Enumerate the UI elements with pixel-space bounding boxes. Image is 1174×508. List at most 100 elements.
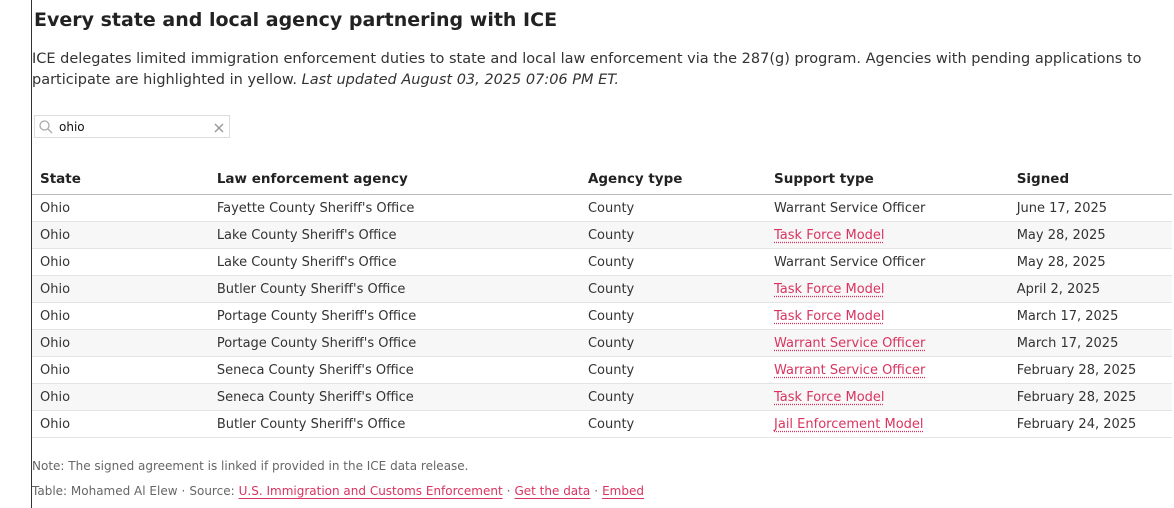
byline-text: · — [181, 484, 186, 498]
table-row: Ohio Butler County Sheriff's Office County… — [32, 410, 1172, 438]
cell-text: May 28, 2025 — [1016, 254, 1106, 270]
cell-text: Fayette County Sheriff's Office — [216, 200, 415, 216]
cell-text: Portage County Sheriff's Office — [216, 308, 417, 324]
byline-text: Table: Mohamed Al Elew — [32, 484, 178, 498]
cell-text: Ohio — [40, 227, 71, 243]
datawrapper-table: Every state and local agency partnering … — [31, 0, 1174, 508]
cell-text: May 28, 2025 — [1016, 227, 1106, 243]
cell-text: Ohio — [40, 416, 71, 432]
note: Note: The signed agreement is linked if … — [32, 459, 469, 473]
table-row: Ohio Butler County Sheriff's Office County… — [32, 275, 1172, 303]
table-cell: Warrant Service Officer — [766, 194, 1009, 222]
cell-text: Lake County Sheriff's Office — [216, 227, 397, 243]
header-row: State Law enforcement agency Agency type Su… — [32, 163, 1172, 195]
cell-text: Ohio — [40, 362, 71, 378]
table-cell: County — [579, 302, 767, 330]
agreement-link[interactable]: Warrant Service Officer — [774, 362, 926, 378]
data-table: State Law enforcement agency Agency type Su… — [32, 163, 1172, 438]
agreement-link[interactable]: Task Force Model — [774, 281, 885, 297]
cell-text: Warrant Service Officer — [774, 200, 926, 216]
cell-text: March 17, 2025 — [1016, 335, 1119, 351]
cell-text: Butler County Sheriff's Office — [216, 416, 406, 432]
table-cell: Lake County Sheriff's Office — [208, 221, 580, 249]
table-cell: February 28, 2025 — [1008, 356, 1172, 384]
table-cell: March 17, 2025 — [1008, 302, 1172, 330]
table-cell: Task Force Model — [766, 302, 1009, 330]
table-row: Ohio Seneca County Sheriff's Office County… — [32, 383, 1172, 411]
table-cell: Seneca County Sheriff's Office — [208, 383, 580, 411]
byline-text: · — [594, 484, 599, 498]
table-cell: Seneca County Sheriff's Office — [208, 356, 580, 384]
table-cell: County — [579, 275, 767, 303]
cell-text: February 24, 2025 — [1016, 416, 1137, 432]
search-value[interactable]: ohio — [59, 120, 85, 134]
last-updated: Last updated August 03, 2025 07:06 PM ET… — [301, 72, 620, 88]
table-cell: Ohio — [32, 410, 209, 438]
cell-text: Lake County Sheriff's Office — [216, 254, 397, 270]
description-text: ICE delegates limited immigration enforc… — [32, 51, 1142, 88]
clear-icon[interactable] — [213, 122, 225, 134]
cell-text: County — [587, 254, 635, 270]
title: Every state and local agency partnering … — [34, 9, 558, 31]
byline-link[interactable]: Get the data — [514, 484, 591, 498]
table-cell: May 28, 2025 — [1008, 221, 1172, 249]
table-row: Ohio Seneca County Sheriff's Office County… — [32, 356, 1172, 384]
cell-text: County — [587, 227, 635, 243]
column-header[interactable]: Agency type — [579, 163, 767, 195]
cell-text: June 17, 2025 — [1016, 200, 1108, 216]
table-cell: Ohio — [32, 194, 209, 222]
agreement-link[interactable]: Jail Enforcement Model — [774, 416, 924, 432]
table-cell: Warrant Service Officer — [766, 248, 1009, 276]
cell-text: Seneca County Sheriff's Office — [216, 362, 414, 378]
byline-text: · — [506, 484, 511, 498]
search-box[interactable]: ohio — [34, 115, 230, 138]
cell-text: Butler County Sheriff's Office — [216, 281, 406, 297]
table-cell: March 17, 2025 — [1008, 329, 1172, 357]
agreement-link[interactable]: Warrant Service Officer — [774, 335, 926, 351]
cell-text: March 17, 2025 — [1016, 308, 1119, 324]
cell-text: County — [587, 308, 635, 324]
column-header[interactable]: State — [32, 163, 209, 195]
cell-text: County — [587, 389, 635, 405]
column-header[interactable]: Support type — [766, 163, 1009, 195]
table-cell: Portage County Sheriff's Office — [208, 329, 580, 357]
cell-text: Portage County Sheriff's Office — [216, 335, 417, 351]
table-cell: Task Force Model — [766, 221, 1009, 249]
table-cell: County — [579, 329, 767, 357]
cell-text: County — [587, 335, 635, 351]
byline-link[interactable]: U.S. Immigration and Customs Enforcement — [238, 484, 503, 498]
table-cell: Portage County Sheriff's Office — [208, 302, 580, 330]
table-cell: Task Force Model — [766, 275, 1009, 303]
description: ICE delegates limited immigration enforc… — [32, 49, 1167, 91]
cell-text: Ohio — [40, 308, 71, 324]
table-cell: Butler County Sheriff's Office — [208, 410, 580, 438]
agreement-link[interactable]: Task Force Model — [774, 389, 885, 405]
table-cell: Warrant Service Officer — [766, 329, 1009, 357]
cell-text: County — [587, 281, 635, 297]
table-cell: April 2, 2025 — [1008, 275, 1172, 303]
table-row: Ohio Portage County Sheriff's Office Count… — [32, 329, 1172, 357]
byline-link[interactable]: Embed — [602, 484, 644, 498]
column-header[interactable]: Signed — [1008, 163, 1172, 195]
column-header[interactable]: Law enforcement agency — [208, 163, 580, 195]
table-cell: Task Force Model — [766, 383, 1009, 411]
table-cell: Fayette County Sheriff's Office — [208, 194, 580, 222]
table-row: Ohio Lake County Sheriff's Office County Ta… — [32, 221, 1172, 249]
cell-text: County — [587, 416, 635, 432]
table-row: Ohio Lake County Sheriff's Office County Wa… — [32, 248, 1172, 276]
agreement-link[interactable]: Task Force Model — [774, 227, 885, 243]
cell-text: Ohio — [40, 254, 71, 270]
table-cell: February 24, 2025 — [1008, 410, 1172, 438]
table-cell: May 28, 2025 — [1008, 248, 1172, 276]
byline-text: Source: — [189, 484, 235, 498]
cell-text: Ohio — [40, 389, 71, 405]
table-cell: Ohio — [32, 302, 209, 330]
table-cell: County — [579, 356, 767, 384]
table-cell: County — [579, 194, 767, 222]
cell-text: Ohio — [40, 335, 71, 351]
table-cell: Ohio — [32, 275, 209, 303]
table-cell: Ohio — [32, 329, 209, 357]
table-row: Ohio Portage County Sheriff's Office Count… — [32, 302, 1172, 330]
agreement-link[interactable]: Task Force Model — [774, 308, 885, 324]
